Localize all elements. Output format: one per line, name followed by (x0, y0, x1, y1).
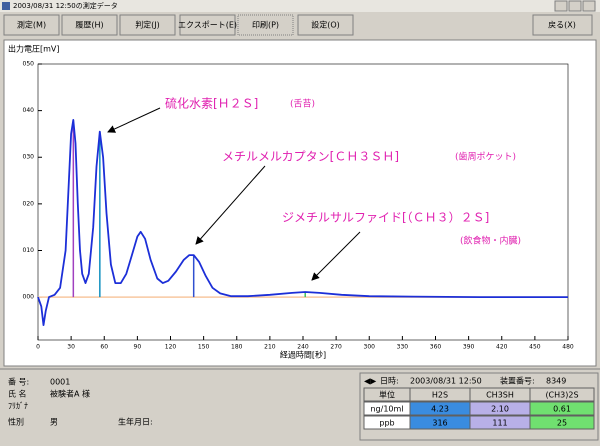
x-tick-label: 180 (231, 344, 243, 351)
label: 生年月日: (118, 417, 153, 427)
y-tick-label: 030 (23, 154, 35, 161)
cell-text: 2.10 (491, 405, 509, 414)
cell-text: 単位 (379, 390, 395, 400)
value: 2003/08/31 12:50 (410, 377, 482, 386)
button-label[interactable]: 履歴(H) (75, 21, 103, 30)
cell-text: 316 (432, 419, 447, 428)
x-tick-label: 360 (430, 344, 442, 351)
x-tick-label: 150 (198, 344, 210, 351)
toolbar-button[interactable]: 判定(J) (119, 14, 176, 36)
table-cell (529, 415, 595, 430)
toolbar-button[interactable]: 測定(M) (3, 14, 60, 36)
toolbar-button[interactable]: エクスポート(E) (178, 14, 237, 36)
toolbar-button[interactable]: 設定(O) (297, 14, 354, 36)
cell-text: 0.61 (553, 405, 571, 414)
value: 8349 (546, 377, 566, 386)
x-tick-label: 300 (364, 344, 376, 351)
annotation-label: ジメチルサルファイド[（ＣＨ３）２Ｓ] (282, 211, 489, 225)
y-tick-label: 040 (23, 107, 35, 114)
x-tick-label: 450 (529, 344, 541, 351)
annotation-note: (飲食物・内臓) (460, 235, 521, 247)
cell-text: 111 (492, 419, 507, 428)
x-tick-label: 390 (463, 344, 475, 351)
toolbar-button[interactable]: 履歴(H) (61, 14, 118, 36)
value: 被験者A 様 (50, 389, 90, 399)
cell-text: ng/10ml (370, 405, 403, 414)
button-face[interactable] (119, 14, 176, 36)
x-tick-label: 480 (562, 344, 574, 351)
label: 日時: (380, 377, 399, 386)
chart-panel (3, 39, 597, 367)
label: 氏 名 (8, 389, 27, 399)
annotation-arrow (107, 107, 161, 133)
toolbar-button[interactable]: 印刷(P) (237, 14, 294, 36)
annotation-label: メチルメルカプタン[ＣＨ３ＳＨ] (222, 150, 399, 164)
table-cell (529, 401, 595, 416)
x-tick-label: 90 (134, 344, 142, 351)
button-label[interactable]: エクスポート(E) (178, 21, 237, 30)
cell-text: ppb (379, 419, 394, 428)
x-tick-label: 0 (36, 344, 40, 351)
label: ﾌﾘｶﾞﾅ (8, 402, 28, 411)
value: 男 (50, 418, 58, 427)
x-tick-label: 210 (264, 344, 276, 351)
y-axis-label: 出力電圧[mV] (8, 44, 60, 54)
back-button[interactable]: 戻る(X) (532, 14, 593, 36)
nav-arrows[interactable]: ◀▶ (364, 377, 377, 386)
table-cell (529, 387, 595, 402)
x-tick-label: 240 (297, 344, 309, 351)
button-label[interactable]: 判定(J) (135, 20, 160, 30)
label: 番 号: (8, 377, 29, 387)
y-tick-label: 020 (23, 200, 35, 207)
title-bar (0, 0, 600, 12)
annotation-note: (歯周ポケット) (455, 151, 516, 163)
button-face[interactable] (532, 14, 593, 36)
cell-text: CH3SH (486, 391, 514, 400)
y-tick-label: 010 (23, 247, 35, 254)
button-face[interactable] (237, 14, 294, 36)
x-tick-label: 330 (397, 344, 409, 351)
button-label[interactable]: 設定(O) (311, 20, 340, 30)
patient-info: 番 号: 0001 氏 名 被験者A 様 ﾌﾘｶﾞﾅ 性別 男 生年月日: (8, 377, 153, 427)
x-tick-label: 60 (100, 344, 108, 351)
annotation-note: (舌苔) (290, 98, 315, 110)
app-icon (2, 2, 10, 10)
label: 性別 (8, 417, 24, 427)
cell-text: H2S (432, 391, 448, 400)
button-face[interactable] (179, 14, 236, 36)
y-tick-label: 050 (23, 61, 35, 68)
value: 0001 (50, 378, 70, 387)
y-tick-label: 000 (23, 294, 35, 301)
label: 装置番号: (500, 376, 535, 386)
annotation-arrow (195, 165, 266, 245)
cell-text: 4.23 (431, 405, 449, 414)
x-tick-label: 120 (165, 344, 177, 351)
annotation-label: 硫化水素[Ｈ２Ｓ] (165, 96, 258, 111)
window-controls[interactable] (554, 0, 596, 12)
cell-text: 25 (557, 419, 567, 428)
button-face[interactable] (3, 14, 60, 36)
window-title: 2003/08/31 12:50の測定データ (13, 1, 118, 10)
x-tick-label: 420 (496, 344, 508, 351)
button-face[interactable] (61, 14, 118, 36)
x-tick-label: 270 (330, 344, 342, 351)
button-face[interactable] (297, 14, 354, 36)
x-axis-label: 経過時間[秒] (280, 350, 326, 360)
annotation-arrow (311, 231, 361, 281)
x-tick-label: 30 (67, 344, 75, 351)
button-label[interactable]: 測定(M) (17, 20, 46, 30)
button-label[interactable]: 印刷(P) (252, 21, 279, 30)
signal-line (37, 119, 568, 326)
cell-text: (CH3)2S (545, 391, 578, 400)
button-label[interactable]: 戻る(X) (548, 20, 576, 30)
